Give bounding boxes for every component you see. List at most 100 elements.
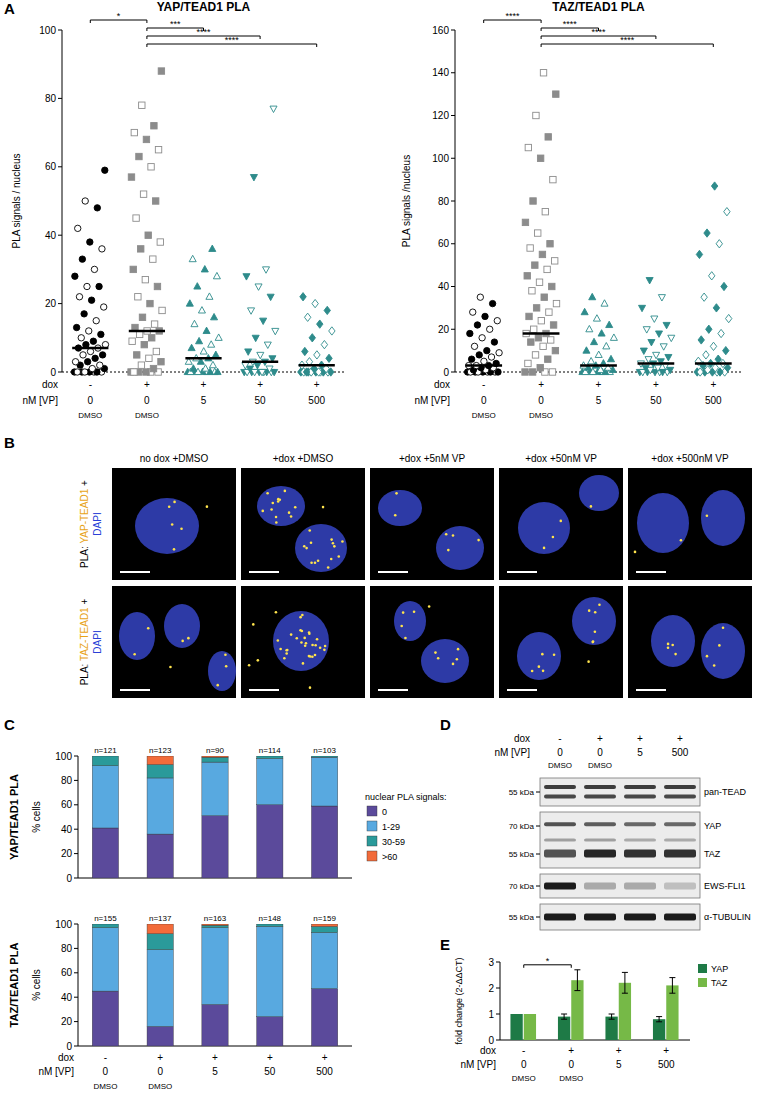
point <box>710 342 716 350</box>
legend-label: 1-29 <box>382 822 400 832</box>
point <box>75 225 81 231</box>
pla-dot <box>319 646 322 649</box>
point <box>208 341 215 347</box>
point <box>200 348 207 354</box>
point <box>610 334 617 340</box>
legend-label: YAP <box>711 964 728 974</box>
pla-dot <box>588 609 591 612</box>
protein-label: TAZ <box>704 849 721 859</box>
point <box>651 316 658 322</box>
micrograph <box>112 468 236 580</box>
point <box>324 306 330 314</box>
nucleus <box>701 490 745 546</box>
pla-dot <box>294 506 297 509</box>
blot-band <box>624 883 656 890</box>
pla-dot <box>299 616 302 619</box>
point <box>484 347 490 353</box>
row-value: 0 <box>538 395 544 406</box>
error-cap <box>561 1014 567 1015</box>
legend-label: >60 <box>382 852 397 862</box>
bar-segment <box>311 806 337 878</box>
point <box>271 369 278 375</box>
y-axis-label: fold change (2-ΔΔCT) <box>454 957 464 1044</box>
pla-dot <box>286 649 289 652</box>
nucleus <box>421 639 469 683</box>
bar <box>524 1014 536 1040</box>
point <box>470 309 476 315</box>
sig-bracket <box>655 36 656 39</box>
row-value: - <box>104 1052 107 1063</box>
pla-dot <box>594 631 597 634</box>
y-tick <box>451 286 455 287</box>
blot-strip <box>540 812 700 868</box>
bar-segment <box>311 933 337 989</box>
point <box>82 198 88 204</box>
point <box>535 230 541 236</box>
blot-band <box>544 883 576 890</box>
point <box>74 369 80 375</box>
point <box>151 123 157 129</box>
point <box>263 267 270 273</box>
blot-band <box>584 822 616 826</box>
pla-dot <box>317 559 320 562</box>
row-label: DAPI <box>92 630 103 653</box>
point <box>309 334 315 342</box>
point <box>152 198 158 204</box>
sig-label: **** <box>505 11 520 21</box>
bar <box>558 1017 570 1040</box>
pla-dot <box>277 500 280 503</box>
error-bar <box>611 1014 612 1019</box>
point <box>189 255 196 261</box>
point <box>471 343 477 349</box>
point <box>533 305 539 311</box>
point <box>209 245 216 251</box>
pla-dot <box>333 545 336 548</box>
point <box>214 368 221 374</box>
nucleus <box>579 475 619 511</box>
point <box>149 335 155 341</box>
blot-band <box>664 849 696 857</box>
point <box>542 208 548 214</box>
blot-band <box>664 785 696 789</box>
bar-segment <box>147 950 173 1027</box>
kda-label: 70 kDa <box>509 822 535 831</box>
y-axis <box>78 924 79 1046</box>
micrograph <box>241 468 365 580</box>
sig-bracket <box>713 44 714 47</box>
point <box>259 369 266 375</box>
point <box>601 300 608 306</box>
nucleus <box>572 597 616 645</box>
panel-label: E <box>440 936 450 953</box>
point <box>270 106 277 112</box>
bar <box>666 985 678 1040</box>
point <box>201 266 208 272</box>
blot-strip <box>540 874 700 898</box>
point <box>482 313 488 319</box>
legend-swatch <box>367 836 377 846</box>
pla-dot <box>457 648 460 651</box>
point <box>588 357 595 363</box>
blot-band <box>624 785 656 789</box>
point <box>713 304 719 312</box>
row-label-part: + <box>79 480 90 489</box>
sig-bracket <box>541 36 542 39</box>
n-label: n=90 <box>206 746 225 755</box>
error-bar <box>564 1014 565 1019</box>
point <box>606 321 613 327</box>
point <box>530 198 536 204</box>
row-value: - <box>482 379 485 390</box>
row-value: + <box>157 1052 163 1063</box>
y-tick <box>74 924 78 925</box>
y-tick <box>74 780 78 781</box>
median <box>185 357 221 360</box>
point <box>72 273 78 279</box>
pla-dot <box>266 492 269 495</box>
y-tick <box>451 158 455 159</box>
y-tick-label: 60 <box>61 799 73 810</box>
pla-dot <box>303 545 306 548</box>
point <box>96 283 102 289</box>
point <box>665 354 672 360</box>
point <box>133 215 139 221</box>
point <box>186 300 193 306</box>
point <box>553 91 559 97</box>
